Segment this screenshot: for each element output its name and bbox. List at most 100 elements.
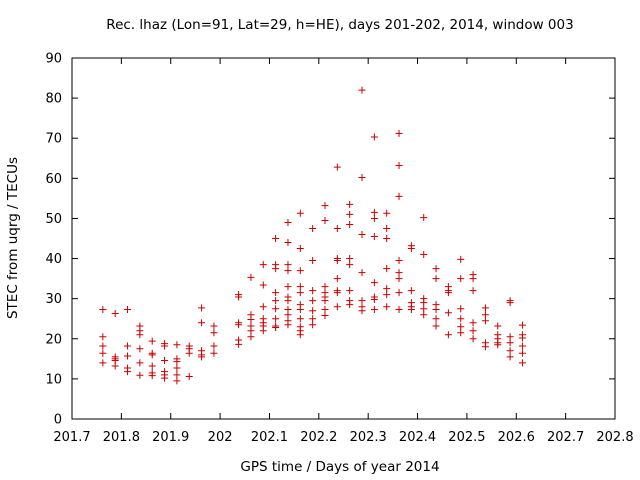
data-point: [136, 345, 144, 353]
data-point: [321, 216, 329, 224]
data-point: [309, 307, 317, 315]
data-point: [235, 340, 243, 348]
data-point: [494, 322, 502, 330]
data-point: [333, 303, 341, 311]
data-point: [124, 368, 132, 376]
data-point: [161, 356, 169, 364]
data-point: [321, 202, 329, 210]
data-point: [161, 342, 169, 350]
x-tick-label: 202.6: [498, 430, 535, 445]
y-tick-label: 40: [45, 252, 62, 267]
x-tick-label: 202.8: [596, 430, 633, 445]
data-point: [358, 297, 366, 305]
data-point: [395, 161, 403, 169]
data-point: [444, 289, 452, 297]
x-tick-label: 202.7: [547, 430, 584, 445]
data-point: [457, 315, 465, 323]
data-point: [247, 273, 255, 281]
data-point: [506, 347, 514, 355]
data-point: [420, 299, 428, 307]
data-point: [210, 329, 218, 337]
data-point: [506, 353, 514, 361]
data-point: [321, 312, 329, 320]
data-point: [259, 281, 267, 289]
y-tick-label: 90: [45, 52, 62, 67]
data-point: [185, 372, 193, 380]
x-axis-label: GPS time / Days of year 2014: [240, 459, 439, 475]
data-point: [284, 239, 292, 247]
data-point: [370, 208, 378, 216]
data-point: [383, 209, 391, 217]
data-point: [481, 311, 489, 319]
data-point: [407, 245, 415, 253]
y-tick-label: 30: [45, 292, 62, 307]
data-point: [432, 315, 440, 323]
data-point: [296, 245, 304, 253]
data-point: [370, 279, 378, 287]
data-point: [272, 235, 280, 242]
data-point: [173, 341, 181, 349]
data-point: [173, 371, 181, 379]
data-point: [148, 362, 156, 370]
data-point: [321, 305, 329, 313]
data-point: [272, 315, 280, 323]
data-point: [444, 331, 452, 339]
data-point: [432, 275, 440, 283]
data-point: [284, 218, 292, 226]
data-point: [296, 289, 304, 297]
data-point: [457, 305, 465, 313]
data-point: [321, 297, 329, 305]
data-point: [124, 305, 132, 313]
data-point: [148, 372, 156, 380]
data-point: [272, 305, 280, 313]
data-point: [518, 321, 526, 329]
data-point: [235, 321, 243, 329]
data-point: [198, 319, 206, 327]
data-point: [136, 331, 144, 339]
data-point: [148, 351, 156, 359]
data-point: [481, 317, 489, 325]
x-tick-label: 202: [208, 430, 233, 445]
data-point: [407, 287, 415, 295]
data-point: [346, 210, 354, 218]
data-point: [506, 333, 514, 341]
data-point: [346, 261, 354, 269]
x-tick-label: 202.2: [300, 430, 337, 445]
data-point: [395, 275, 403, 283]
data-point: [333, 289, 341, 297]
data-point: [383, 235, 391, 242]
data-point: [296, 283, 304, 291]
data-point: [370, 232, 378, 240]
data-point: [518, 342, 526, 350]
data-point: [99, 333, 107, 341]
data-point: [124, 342, 132, 350]
data-point: [395, 129, 403, 137]
data-point: [469, 275, 477, 283]
data-point: [210, 322, 218, 330]
data-point: [296, 315, 304, 323]
data-point: [346, 220, 354, 228]
data-point: [346, 255, 354, 263]
data-point: [457, 255, 465, 263]
data-point: [457, 275, 465, 283]
x-axis: 201.7 201.8 201.9 202 202.1 202.2 202.3 202.4 20…: [53, 58, 634, 445]
x-tick-label: 202.4: [399, 430, 436, 445]
data-point: [358, 230, 366, 238]
data-point: [506, 299, 514, 307]
data-point: [333, 163, 341, 171]
data-point: [259, 303, 267, 311]
data-point: [469, 287, 477, 295]
y-tick-label: 80: [45, 92, 62, 107]
data-point: [518, 334, 526, 342]
data-point: [370, 305, 378, 313]
data-point: [370, 214, 378, 222]
x-tick-label: 202.3: [350, 430, 387, 445]
data-point: [235, 293, 243, 301]
data-point: [284, 311, 292, 319]
y-tick-label: 20: [45, 332, 62, 347]
data-point: [383, 265, 391, 273]
data-point: [210, 342, 218, 350]
data-point: [173, 377, 181, 385]
y-tick-label: 60: [45, 172, 62, 187]
